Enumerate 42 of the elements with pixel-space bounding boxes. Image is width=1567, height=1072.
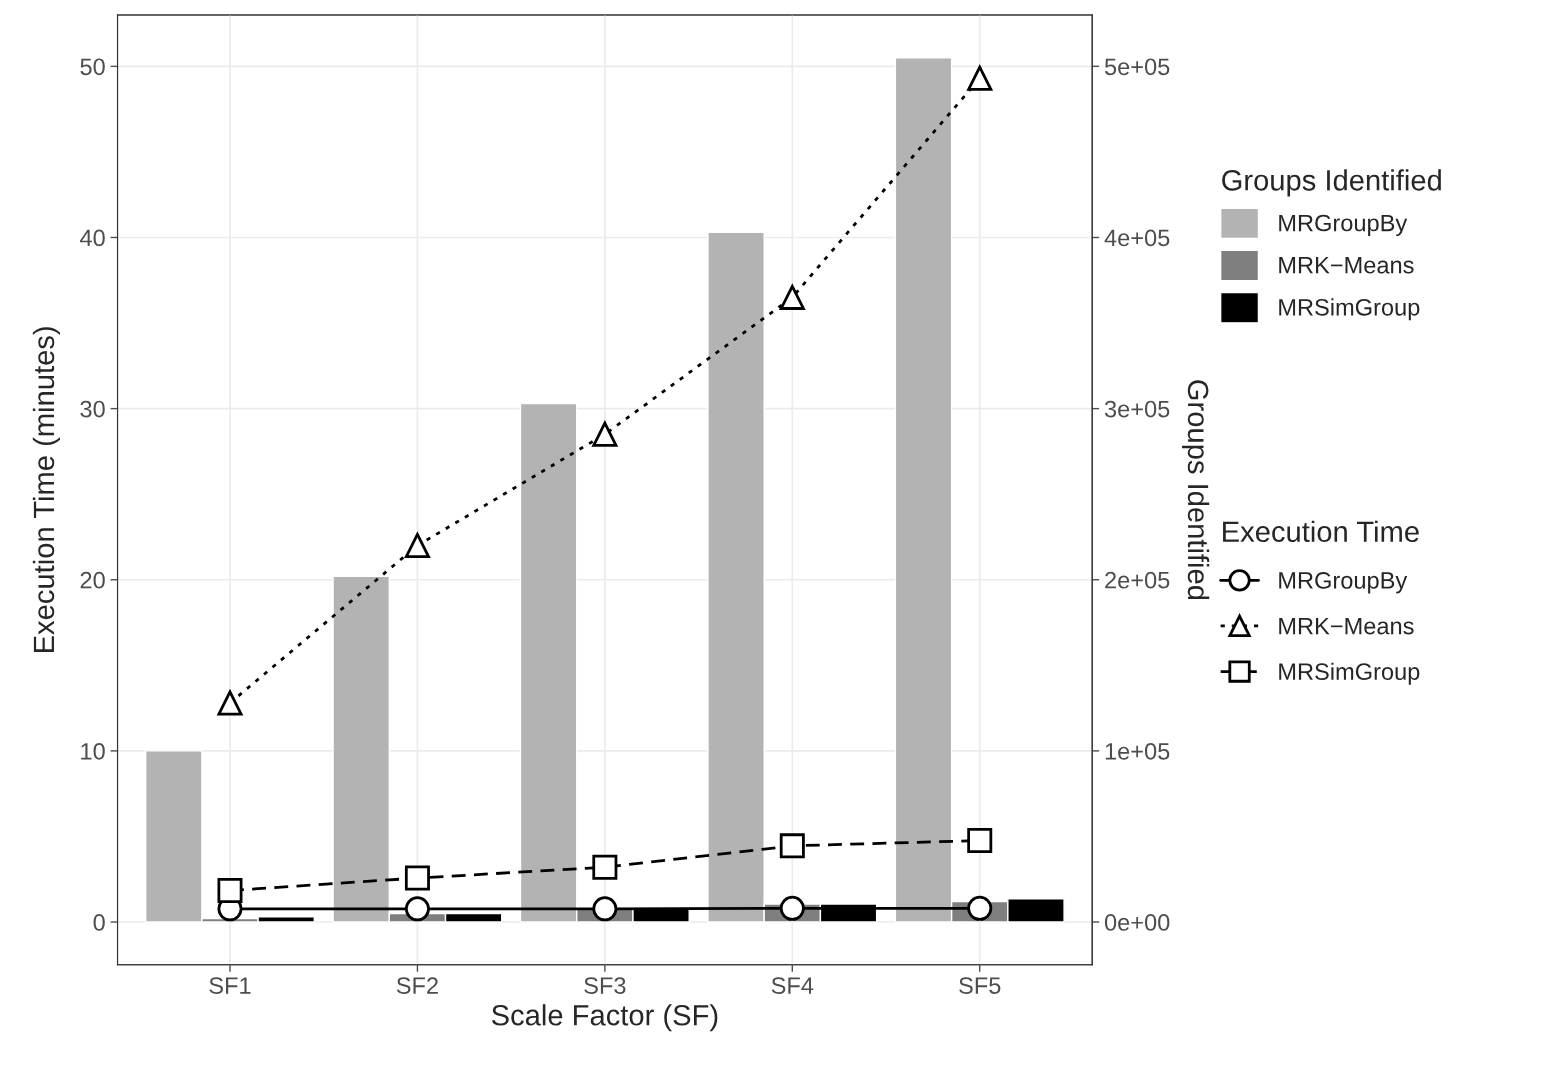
legend-label: MRSimGroup [1279,298,1420,321]
point [967,895,993,921]
point [404,865,430,891]
y-tick-label: 40 [80,229,105,247]
point [404,896,430,922]
point [779,284,805,310]
y2-tick-label: 3e+05 [1104,400,1170,418]
x-axis-title: Scale Factor (SF) [491,1004,718,1032]
y-tick-label: 20 [80,571,105,589]
y-axis-title: Execution Time (minutes) [32,327,60,653]
x-tick-label: SF2 [396,977,438,994]
text: Execution Time [1223,520,1419,543]
y-tick-label: 0 [93,914,105,931]
point [217,690,243,716]
y2-axis-title: Groups Identified [1182,380,1210,600]
x-tick-label: SF1 [209,977,251,994]
text: Groups Identified [1222,169,1441,197]
point [217,878,243,904]
point [404,533,430,559]
y2-tick-label: 0e+00 [1104,914,1170,931]
legend-label: MRSimGroup [1279,662,1420,685]
legend-label: MRK−Means [1279,257,1414,274]
point [779,833,805,859]
legend-label: MRK−Means [1279,617,1414,635]
x-tick-label: SF3 [584,977,626,994]
point [592,896,618,922]
y2-tick-label: 2e+05 [1105,571,1170,589]
y-tick-label: 50 [80,58,105,76]
y2-tick-label: 4e+05 [1104,229,1170,247]
point [592,421,618,447]
y-tick-label: 10 [81,742,105,760]
x-tick-label: SF5 [959,977,1001,994]
point [779,895,805,921]
point [967,828,993,854]
legend-label: MRGroupBy [1279,214,1408,237]
point [967,65,993,91]
y2-tick-label: 5e+05 [1104,58,1170,76]
y2-tick-label: 1e+05 [1105,742,1170,760]
legend-label: MRGroupBy [1279,572,1408,594]
point [592,854,618,880]
x-tick-label: SF4 [771,977,814,994]
y-tick-label: 30 [80,400,105,418]
